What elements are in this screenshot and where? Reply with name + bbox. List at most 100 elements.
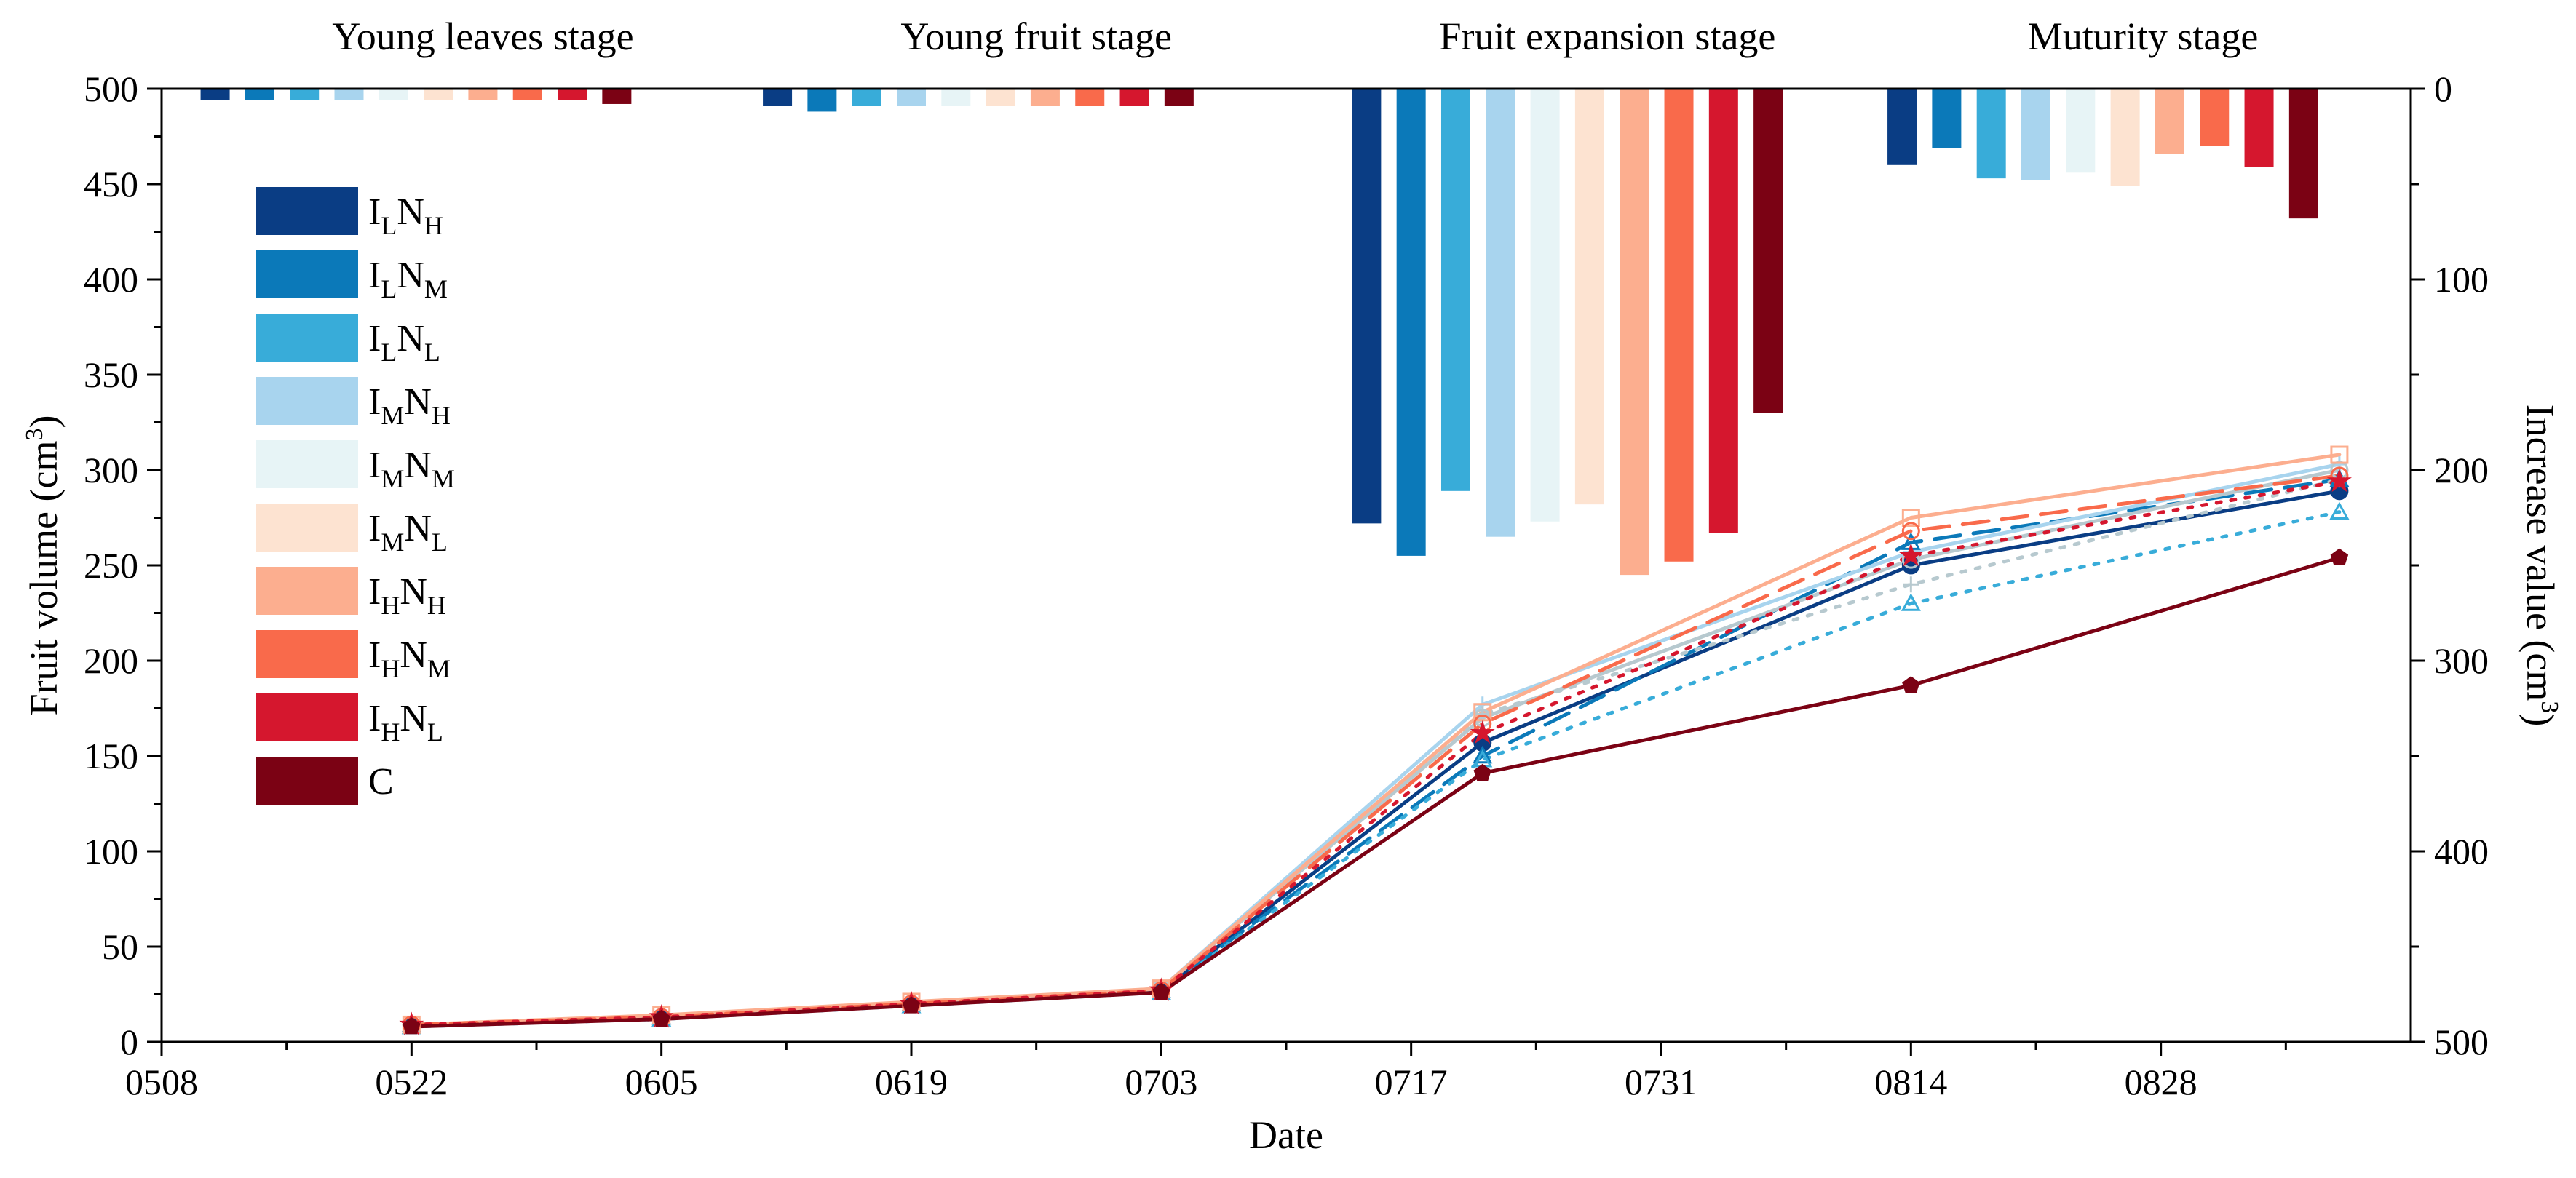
line-point-marker (1152, 983, 1170, 1000)
increase-bar (200, 89, 230, 100)
increase-bar (986, 89, 1015, 106)
increase-bar (1486, 89, 1515, 537)
increase-bar (602, 89, 632, 104)
increase-bar (2110, 89, 2140, 186)
increase-bar (1119, 89, 1149, 106)
line-point-marker (1898, 543, 1924, 567)
increase-bar (1887, 89, 1917, 165)
increase-bar (1396, 89, 1426, 556)
series-line (409, 477, 2342, 1027)
line-point-marker (1903, 576, 1919, 593)
legend-label: IMNL (368, 508, 448, 557)
increase-bar (2200, 89, 2230, 146)
legend-swatch (256, 314, 358, 362)
y-right-tick-label: 0 (2434, 68, 2452, 109)
increase-bar (1753, 89, 1783, 413)
y-axis-right-title-end: ) (2518, 713, 2562, 726)
series-line (409, 477, 2342, 1027)
increase-bar (807, 89, 837, 112)
legend-label: IHNL (368, 698, 443, 747)
increase-bar (2155, 89, 2184, 154)
x-tick-label: 0522 (375, 1062, 448, 1102)
stage-label: Fruit expansion stage (1439, 15, 1775, 58)
legend: ILNH ILNM ILNL IMNH IMNM IMNL IHNH IHNM IHNL C (256, 187, 455, 805)
legend-swatch (256, 504, 358, 552)
y-right-tick-label: 500 (2434, 1022, 2489, 1062)
increase-bar (852, 89, 881, 106)
increase-bar (1530, 89, 1560, 522)
series-line (409, 510, 2342, 1029)
line-point-marker (1902, 676, 1920, 693)
increase-bar (290, 89, 320, 100)
x-tick-label: 0717 (1375, 1062, 1448, 1102)
line-point-marker (902, 996, 921, 1014)
increase-bar (245, 89, 274, 100)
legend-swatch (256, 440, 358, 488)
fruit-volume-lines (409, 453, 2342, 1029)
legend-swatch (256, 757, 358, 805)
y-axis-right-title: Increase value (cm3) (2518, 405, 2563, 727)
legend-label: IMNM (368, 445, 455, 493)
line-point-marker (1901, 509, 1920, 527)
x-tick-label: 0828 (2125, 1062, 2197, 1102)
y-axis-right-title-text: Increase value (cm (2518, 405, 2562, 701)
x-tick-label: 0605 (625, 1062, 698, 1102)
line-point-marker (1901, 522, 1920, 541)
increase-bar (1708, 89, 1738, 533)
line-point-marker (1901, 593, 1921, 611)
stage-label: Young leaves stage (332, 15, 633, 58)
legend-label: IMNH (368, 381, 451, 430)
increase-bar (1932, 89, 1962, 148)
line-point-marker (1473, 745, 1493, 764)
y-left-tick-label: 200 (84, 640, 138, 681)
line-point-marker (1473, 763, 1491, 781)
legend-swatch (256, 187, 358, 235)
increase-bar (2021, 89, 2050, 180)
increase-bar (512, 89, 542, 100)
y-axis-right-title-sup: 3 (2536, 701, 2563, 713)
y-axis-left-ticks: 0 50 100 150 200 250 300 350 400 450 500 (84, 68, 162, 1062)
legend-swatch (256, 377, 358, 425)
y-right-tick-label: 200 (2434, 450, 2489, 490)
y-axis-left-title-text: Fruit volume (cm (22, 441, 66, 716)
legend-swatch (256, 250, 358, 298)
y-left-tick-label: 150 (84, 736, 138, 776)
y-left-tick-label: 250 (84, 545, 138, 586)
increase-bar (941, 89, 971, 106)
y-right-tick-label: 300 (2434, 640, 2489, 681)
line-point-marker (2330, 548, 2349, 565)
y-left-tick-label: 50 (102, 926, 138, 967)
increase-bar (897, 89, 926, 106)
increase-bar (2066, 89, 2096, 173)
increase-bar (763, 89, 793, 106)
line-point-marker (2326, 468, 2352, 493)
fruit-volume-markers (399, 445, 2352, 1035)
increase-bar (558, 89, 587, 100)
legend-label: C (368, 761, 394, 803)
x-tick-label: 0731 (1625, 1062, 1697, 1102)
stage-label: Young fruit stage (900, 15, 1172, 58)
y-axis-right-ticks: 0 100 200 300 400 500 (2411, 68, 2489, 1062)
increase-bar (334, 89, 364, 100)
legend-swatch (256, 693, 358, 741)
y-axis-left-title-sup: 3 (21, 429, 48, 441)
increase-bar (1976, 89, 2006, 179)
increase-bar (1164, 89, 1194, 106)
y-axis-left-title-end: ) (22, 415, 66, 429)
y-left-tick-label: 0 (120, 1022, 138, 1062)
series-line (409, 556, 2342, 1029)
x-tick-label: 0814 (1874, 1062, 1947, 1102)
increase-bar (468, 89, 498, 100)
y-right-tick-label: 100 (2434, 259, 2489, 300)
legend-swatch (256, 567, 358, 615)
legend-label: IHNH (368, 571, 446, 620)
legend-swatch (256, 630, 358, 678)
line-point-marker (652, 1009, 670, 1027)
line-point-marker (1473, 703, 1492, 722)
increase-bar (1574, 89, 1604, 505)
series-line (409, 489, 2342, 1027)
increase-bar (1620, 89, 1649, 576)
line-point-marker (2329, 501, 2350, 520)
increase-bar (1664, 89, 1694, 562)
increase-bar (2244, 89, 2274, 167)
